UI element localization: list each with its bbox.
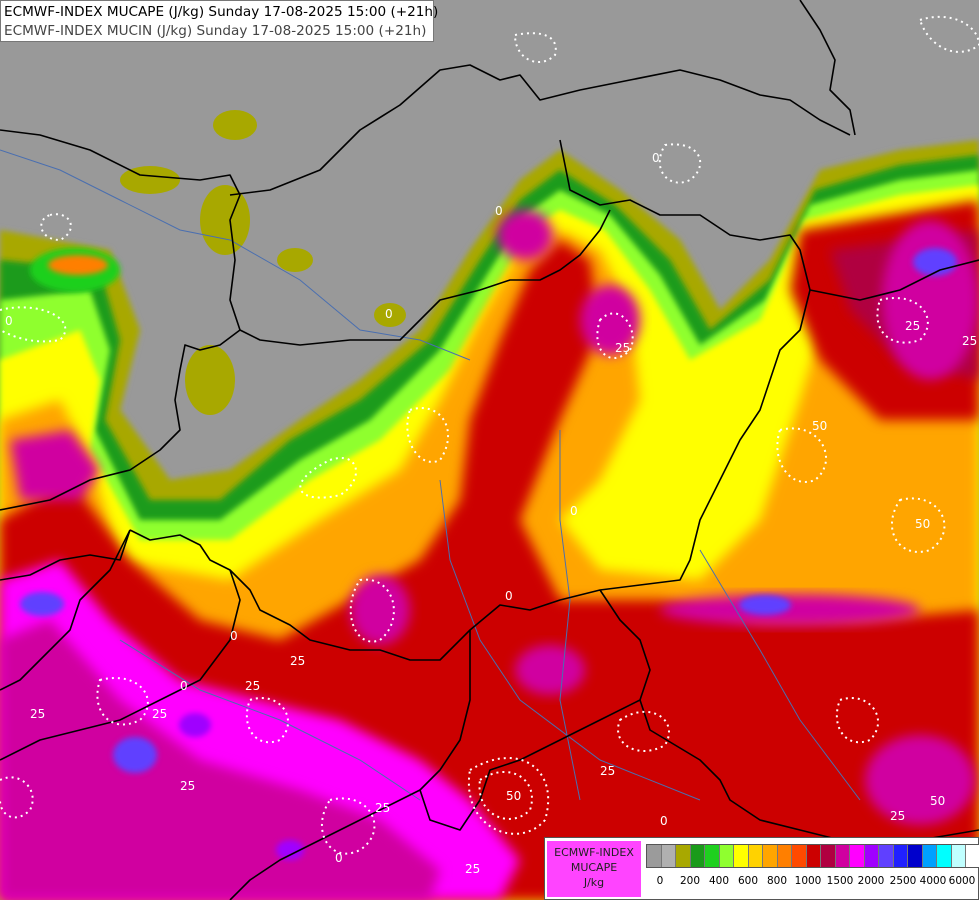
legend-swatch [792,845,807,867]
contour-label: 0 [385,307,393,321]
legend-swatch [951,845,966,867]
legend-tick-label: 4000 [919,875,947,887]
contour-label: 0 [5,314,13,328]
legend-tick-label: 600 [737,875,759,887]
legend-swatch [908,845,923,867]
legend-swatch [647,845,662,867]
contour-label: 0 [570,504,578,518]
contour-label: 0 [660,814,668,828]
legend-tick-labels: 0 200 400 600 800 1000 1500 2000 2500 4000 6000 [645,875,978,891]
legend-swatch [705,845,720,867]
legend-title-line-3: J/kg [583,876,605,889]
contour-label: 25 [962,334,977,348]
legend-tick-label: 1000 [794,875,822,887]
legend-swatch [734,845,749,867]
map-title-box: ECMWF-INDEX MUCAPE (J/kg) Sunday 17-08-2… [0,0,439,42]
color-legend: ECMWF-INDEX MUCAPE J/kg 0 200 400 600 800 100… [544,837,979,900]
contour-label: 25 [375,801,390,815]
legend-swatch [937,845,952,867]
legend-swatch [676,845,691,867]
cape-patch-nw-orange [48,255,108,275]
contour-label: 25 [905,319,920,333]
cape-patch-magenta-north-2 [497,210,553,260]
cape-patch-olive-5 [277,248,313,272]
cape-max-purple-band [739,595,791,615]
cape-patch-magenta-se [865,735,975,825]
legend-swatch [879,845,894,867]
cape-max-purple-sw [113,737,157,773]
cape-max-purple-west [20,592,64,616]
contour-label: 25 [290,654,305,668]
legend-title-line-2: MUCAPE [570,861,618,874]
legend-swatch [763,845,778,867]
legend-tick-label: 2000 [857,875,885,887]
title-mucape: ECMWF-INDEX MUCAPE (J/kg) Sunday 17-08-2… [4,4,439,20]
contour-label: 50 [506,789,521,803]
cape-patch-magenta-central [350,575,410,645]
legend-swatch [690,845,705,867]
contour-label: 25 [615,341,630,355]
cape-patch-magenta-band [660,594,920,626]
cape-patch-olive-6 [374,303,406,327]
legend-tick-label: 1500 [826,875,854,887]
legend-tick-label: 400 [708,875,730,887]
cin-contours [0,15,979,855]
title-mucin: ECMWF-INDEX MUCIN (J/kg) Sunday 17-08-20… [4,23,427,39]
legend-swatch [719,845,734,867]
contour-label: 0 [652,151,660,165]
cape-patch-olive-4 [185,345,235,415]
contour-label: 25 [465,862,480,876]
cape-zone-magenta-nw [10,430,100,500]
legend-color-scale [646,844,979,868]
legend-swatch [806,845,821,867]
contour-label: 25 [245,679,260,693]
cape-max-purple-center [179,713,211,737]
legend-tick-label: 6000 [948,875,976,887]
contour-label: 50 [930,794,945,808]
legend-swatch [850,845,865,867]
contour-label: 25 [180,779,195,793]
contour-label: 0 [180,679,188,693]
contour-label: 50 [812,419,827,433]
cape-patch-olive-3 [200,185,250,255]
contour-label: 0 [505,589,513,603]
contour-label: 25 [600,764,615,778]
legend-swatch [922,845,937,867]
legend-swatch [748,845,763,867]
cape-patch-olive-1 [213,110,257,140]
cape-patch-magenta-east [882,220,978,380]
legend-swatch [966,845,979,867]
cape-zone-darkmagenta-sw [0,620,440,900]
contour-label: 25 [890,809,905,823]
contour-label: 50 [915,517,930,531]
legend-swatch [864,845,879,867]
cape-max-purple-s [276,840,304,860]
contour-labels: 0 0 0 0 0 0 0 0 0 0 25 25 25 25 25 25 25 25 25 25 25 25 50 50 50… [5,151,977,876]
contour-label: 0 [230,629,238,643]
legend-title: ECMWF-INDEX MUCAPE J/kg [547,841,641,897]
legend-tick-label: 800 [766,875,788,887]
cape-patch-magenta-north [580,285,640,355]
legend-tick-label: 2500 [889,875,917,887]
legend-swatch [893,845,908,867]
legend-swatch [835,845,850,867]
legend-title-line-1: ECMWF-INDEX [554,846,634,859]
legend-swatch [777,845,792,867]
legend-swatch [661,845,676,867]
legend-tick-label: 0 [656,875,664,887]
rivers [0,149,861,801]
legend-tick-label: 200 [679,875,701,887]
contour-label: 25 [30,707,45,721]
contour-label: 25 [152,707,167,721]
contour-label: 0 [335,851,343,865]
legend-swatch [821,845,836,867]
contour-label: 0 [495,204,503,218]
cape-patch-magenta-s [515,645,585,695]
